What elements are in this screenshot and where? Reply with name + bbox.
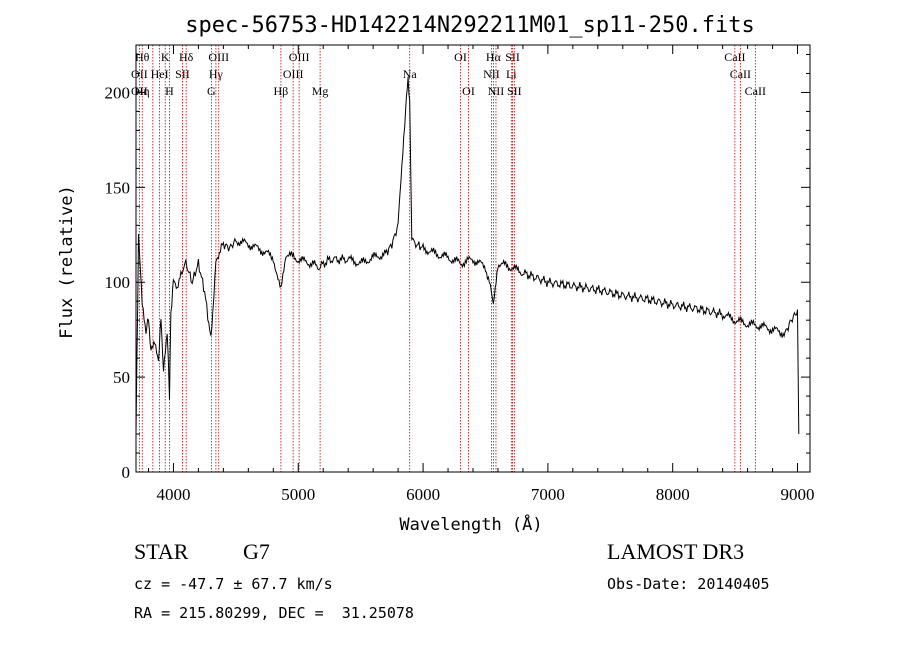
y-tick-label: 50 bbox=[113, 368, 130, 387]
spectral-line-label: Hβ bbox=[274, 84, 289, 98]
survey-name: LAMOST DR3 bbox=[607, 539, 745, 564]
x-tick-label: 6000 bbox=[406, 485, 440, 504]
spectral-line-label: Hγ bbox=[209, 67, 224, 81]
spectral-line-label: Hθ bbox=[135, 50, 150, 64]
spectral-line-label: CaII bbox=[724, 50, 745, 64]
spectral-line-label: Hα bbox=[486, 50, 502, 64]
spectral-line-label: OIII bbox=[289, 50, 310, 64]
spectral-line-label: SII bbox=[505, 50, 520, 64]
spectral-line-label: OIII bbox=[208, 50, 229, 64]
y-axis-label: Flux (relative) bbox=[57, 185, 77, 339]
spectral-line-label: CaII bbox=[730, 67, 751, 81]
spectral-line-label: Mg bbox=[312, 84, 329, 98]
axis-ticks: 4000 5000 6000 7000 8000 9000 0 50 100 150 200 bbox=[105, 45, 815, 504]
spectral-line-label: NII bbox=[488, 84, 505, 98]
spectral-line-label: OI bbox=[462, 84, 475, 98]
x-tick-label: 5000 bbox=[281, 485, 315, 504]
spectral-line-label: H bbox=[165, 84, 174, 98]
spectral-line-label: OI bbox=[454, 50, 467, 64]
spectral-line-label: NII bbox=[483, 67, 500, 81]
spectral-line-label: OIII bbox=[283, 67, 304, 81]
chart-title: spec-56753-HD142214N292211M01_sp11-250.f… bbox=[185, 13, 755, 38]
spectral-line-label: CaII bbox=[745, 84, 766, 98]
spectral-line-label: K bbox=[161, 50, 170, 64]
spectral-line-label: Li bbox=[506, 67, 517, 81]
spectral-line-label: Hη bbox=[135, 84, 150, 98]
x-tick-label: 7000 bbox=[531, 485, 565, 504]
spectral-line-label: OII bbox=[131, 84, 148, 98]
x-axis-label: Wavelength (Å) bbox=[399, 513, 542, 535]
x-tick-label: 9000 bbox=[781, 485, 815, 504]
sky-coordinates: RA = 215.80299, DEC = 31.25078 bbox=[134, 604, 414, 622]
spectral-line-label: SII bbox=[175, 67, 190, 81]
observation-date: Obs-Date: 20140405 bbox=[607, 575, 770, 593]
x-tick-label: 4000 bbox=[156, 485, 190, 504]
y-tick-label: 150 bbox=[105, 178, 131, 197]
plot-frame bbox=[135, 44, 811, 473]
spectral-line-label: Na bbox=[403, 67, 418, 81]
spectral-line-label: HeI bbox=[151, 67, 169, 81]
spectrum-line-flux bbox=[135, 76, 800, 435]
spectral-line-markers: OIIOIIHθHηHeIKHSIIHδGHγOIIIHβOIIIOIIIMgN… bbox=[131, 45, 766, 472]
object-subclass: G7 bbox=[243, 539, 270, 564]
spectral-line-label: G bbox=[207, 84, 216, 98]
redshift-value: cz = -47.7 ± 67.7 km/s bbox=[134, 575, 333, 593]
x-tick-label: 8000 bbox=[656, 485, 690, 504]
spectral-line-label: OII bbox=[131, 67, 148, 81]
y-tick-label: 100 bbox=[105, 273, 131, 292]
y-tick-label: 0 bbox=[122, 463, 131, 482]
object-class: STAR bbox=[134, 539, 189, 564]
plot-area bbox=[135, 44, 811, 473]
y-tick-label: 200 bbox=[105, 83, 131, 102]
spectral-line-label: SII bbox=[507, 84, 522, 98]
spectral-line-label: Hδ bbox=[179, 50, 194, 64]
